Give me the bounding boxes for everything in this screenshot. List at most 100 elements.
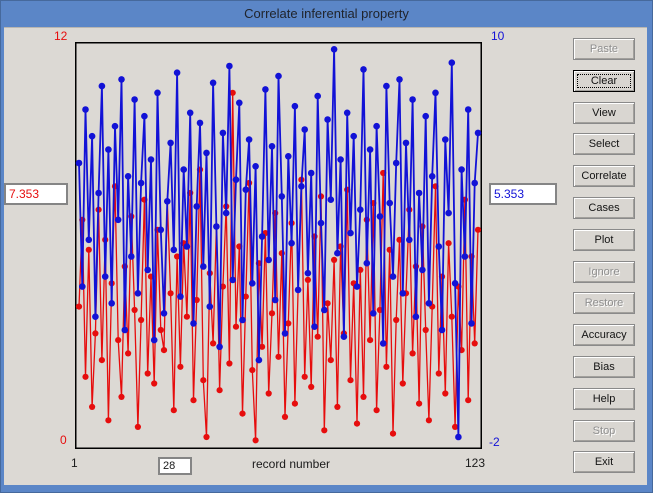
blue-series-marker — [464, 106, 472, 113]
blue-series-marker — [347, 229, 354, 237]
blue-series-marker — [216, 343, 223, 351]
red-series-marker — [357, 266, 364, 273]
button-ignore: Ignore — [573, 261, 635, 283]
blue-series-marker — [92, 313, 99, 321]
button-view[interactable]: View — [573, 102, 635, 124]
red-series-marker — [474, 226, 482, 233]
red-series-marker — [259, 343, 266, 350]
blue-series-marker — [425, 300, 433, 307]
blue-series-marker — [406, 236, 413, 244]
button-restore: Restore — [573, 292, 635, 314]
button-cases[interactable]: Cases — [573, 197, 635, 219]
red-series-marker — [200, 377, 207, 384]
blue-series-marker — [239, 316, 246, 324]
blue-series-marker — [298, 183, 305, 190]
blue-series-marker — [75, 159, 83, 167]
blue-series-marker — [262, 86, 269, 93]
button-select[interactable]: Select — [573, 133, 635, 155]
blue-series-marker — [419, 266, 426, 274]
blue-series-marker — [79, 283, 86, 290]
red-series-marker — [174, 253, 181, 260]
blue-series-marker — [154, 89, 161, 97]
blue-series-marker — [402, 139, 410, 147]
blue-series-marker — [150, 336, 158, 344]
button-label: Help — [592, 393, 616, 405]
blue-series-marker — [190, 320, 197, 327]
blue-series-marker — [242, 186, 250, 193]
left-axis-min-label: 0 — [60, 433, 67, 447]
red-series-marker — [268, 310, 276, 317]
blue-series-marker — [317, 219, 325, 227]
blue-series-marker — [311, 323, 318, 331]
right-axis-max-label: 10 — [491, 29, 505, 43]
right-value-field[interactable] — [489, 183, 557, 205]
x-axis-max-label: 123 — [465, 456, 486, 470]
red-series-marker — [242, 293, 249, 300]
blue-series-marker — [164, 198, 171, 205]
button-accuracy[interactable]: Accuracy — [573, 324, 635, 346]
blue-series-marker — [108, 300, 115, 307]
blue-series-marker — [160, 310, 168, 317]
blue-series-marker — [85, 236, 93, 244]
button-correlate[interactable]: Correlate — [573, 165, 635, 187]
red-series-marker — [134, 423, 141, 430]
blue-series-marker — [114, 216, 122, 224]
blue-series-marker — [245, 136, 253, 143]
red-series-marker — [327, 357, 334, 364]
red-series-marker — [324, 300, 331, 307]
red-series-marker — [393, 316, 400, 324]
button-help[interactable]: Help — [573, 388, 635, 410]
blue-series-marker — [455, 433, 462, 441]
right-axis-min-label: -2 — [489, 435, 500, 449]
blue-series-marker — [137, 179, 145, 187]
red-series-marker — [131, 306, 138, 314]
red-series-marker — [216, 387, 223, 394]
button-label: Select — [588, 138, 620, 150]
button-clear[interactable]: Clear — [573, 70, 635, 92]
red-series-marker — [98, 357, 105, 364]
button-bias[interactable]: Bias — [573, 356, 635, 378]
red-series-marker — [151, 380, 158, 387]
red-series-marker — [177, 363, 184, 370]
red-series-marker — [314, 333, 321, 340]
blue-series-marker — [157, 226, 165, 234]
blue-series-marker — [285, 153, 292, 160]
x-axis-title: record number — [251, 457, 331, 471]
blue-series-marker — [147, 156, 155, 163]
blue-series-marker — [422, 112, 430, 120]
red-series-marker — [301, 373, 308, 380]
button-plot[interactable]: Plot — [573, 229, 635, 251]
blue-series-marker — [255, 356, 263, 364]
blue-series-marker — [118, 76, 125, 83]
red-series-marker — [157, 326, 164, 334]
blue-series-marker — [383, 82, 390, 90]
blue-series-marker — [442, 136, 449, 143]
blue-series-marker — [124, 173, 132, 180]
button-exit[interactable]: Exit — [573, 451, 635, 473]
blue-series-marker — [134, 290, 142, 297]
red-series-marker — [229, 89, 236, 96]
blue-series-marker — [337, 156, 344, 163]
blue-series-marker — [196, 119, 204, 127]
blue-series-marker — [222, 209, 230, 217]
red-series-marker — [226, 360, 233, 367]
blue-series-marker — [334, 249, 341, 257]
blue-series-marker — [448, 59, 456, 66]
blue-series-marker — [376, 213, 384, 220]
blue-series-marker — [357, 206, 364, 213]
blue-series-marker — [301, 126, 308, 133]
blue-series-marker — [435, 243, 443, 250]
blue-series-marker — [389, 273, 397, 280]
left-value-field[interactable] — [4, 183, 68, 205]
blue-series-marker — [170, 246, 178, 254]
button-label: View — [592, 107, 616, 119]
record-number-field[interactable] — [158, 457, 192, 475]
red-series-marker — [210, 340, 217, 347]
red-series-marker — [82, 373, 89, 380]
blue-series-marker — [409, 96, 416, 103]
blue-series-marker — [186, 109, 194, 117]
blue-series-marker — [167, 139, 174, 147]
blue-series-marker — [121, 326, 129, 334]
red-series-marker — [239, 410, 246, 417]
blue-series-marker — [412, 313, 420, 321]
